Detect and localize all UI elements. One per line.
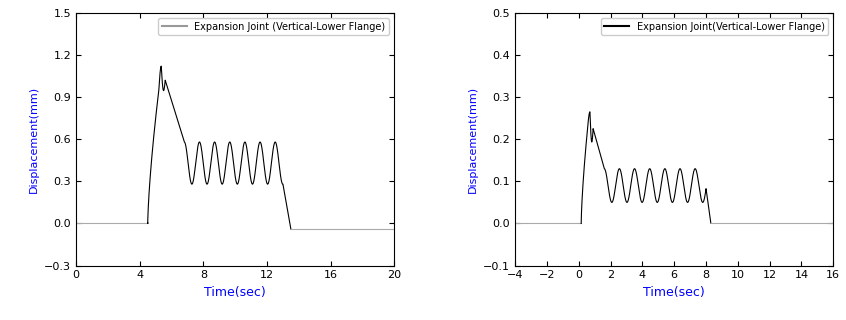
X-axis label: Time(sec): Time(sec) bbox=[643, 286, 705, 299]
Y-axis label: Displacement(mm): Displacement(mm) bbox=[29, 86, 39, 193]
Legend: Expansion Joint(Vertical-Lower Flange): Expansion Joint(Vertical-Lower Flange) bbox=[601, 18, 828, 36]
X-axis label: Time(sec): Time(sec) bbox=[205, 286, 266, 299]
Legend: Expansion Joint (Vertical-Lower Flange): Expansion Joint (Vertical-Lower Flange) bbox=[158, 18, 389, 36]
Y-axis label: Displacement(mm): Displacement(mm) bbox=[468, 86, 478, 193]
